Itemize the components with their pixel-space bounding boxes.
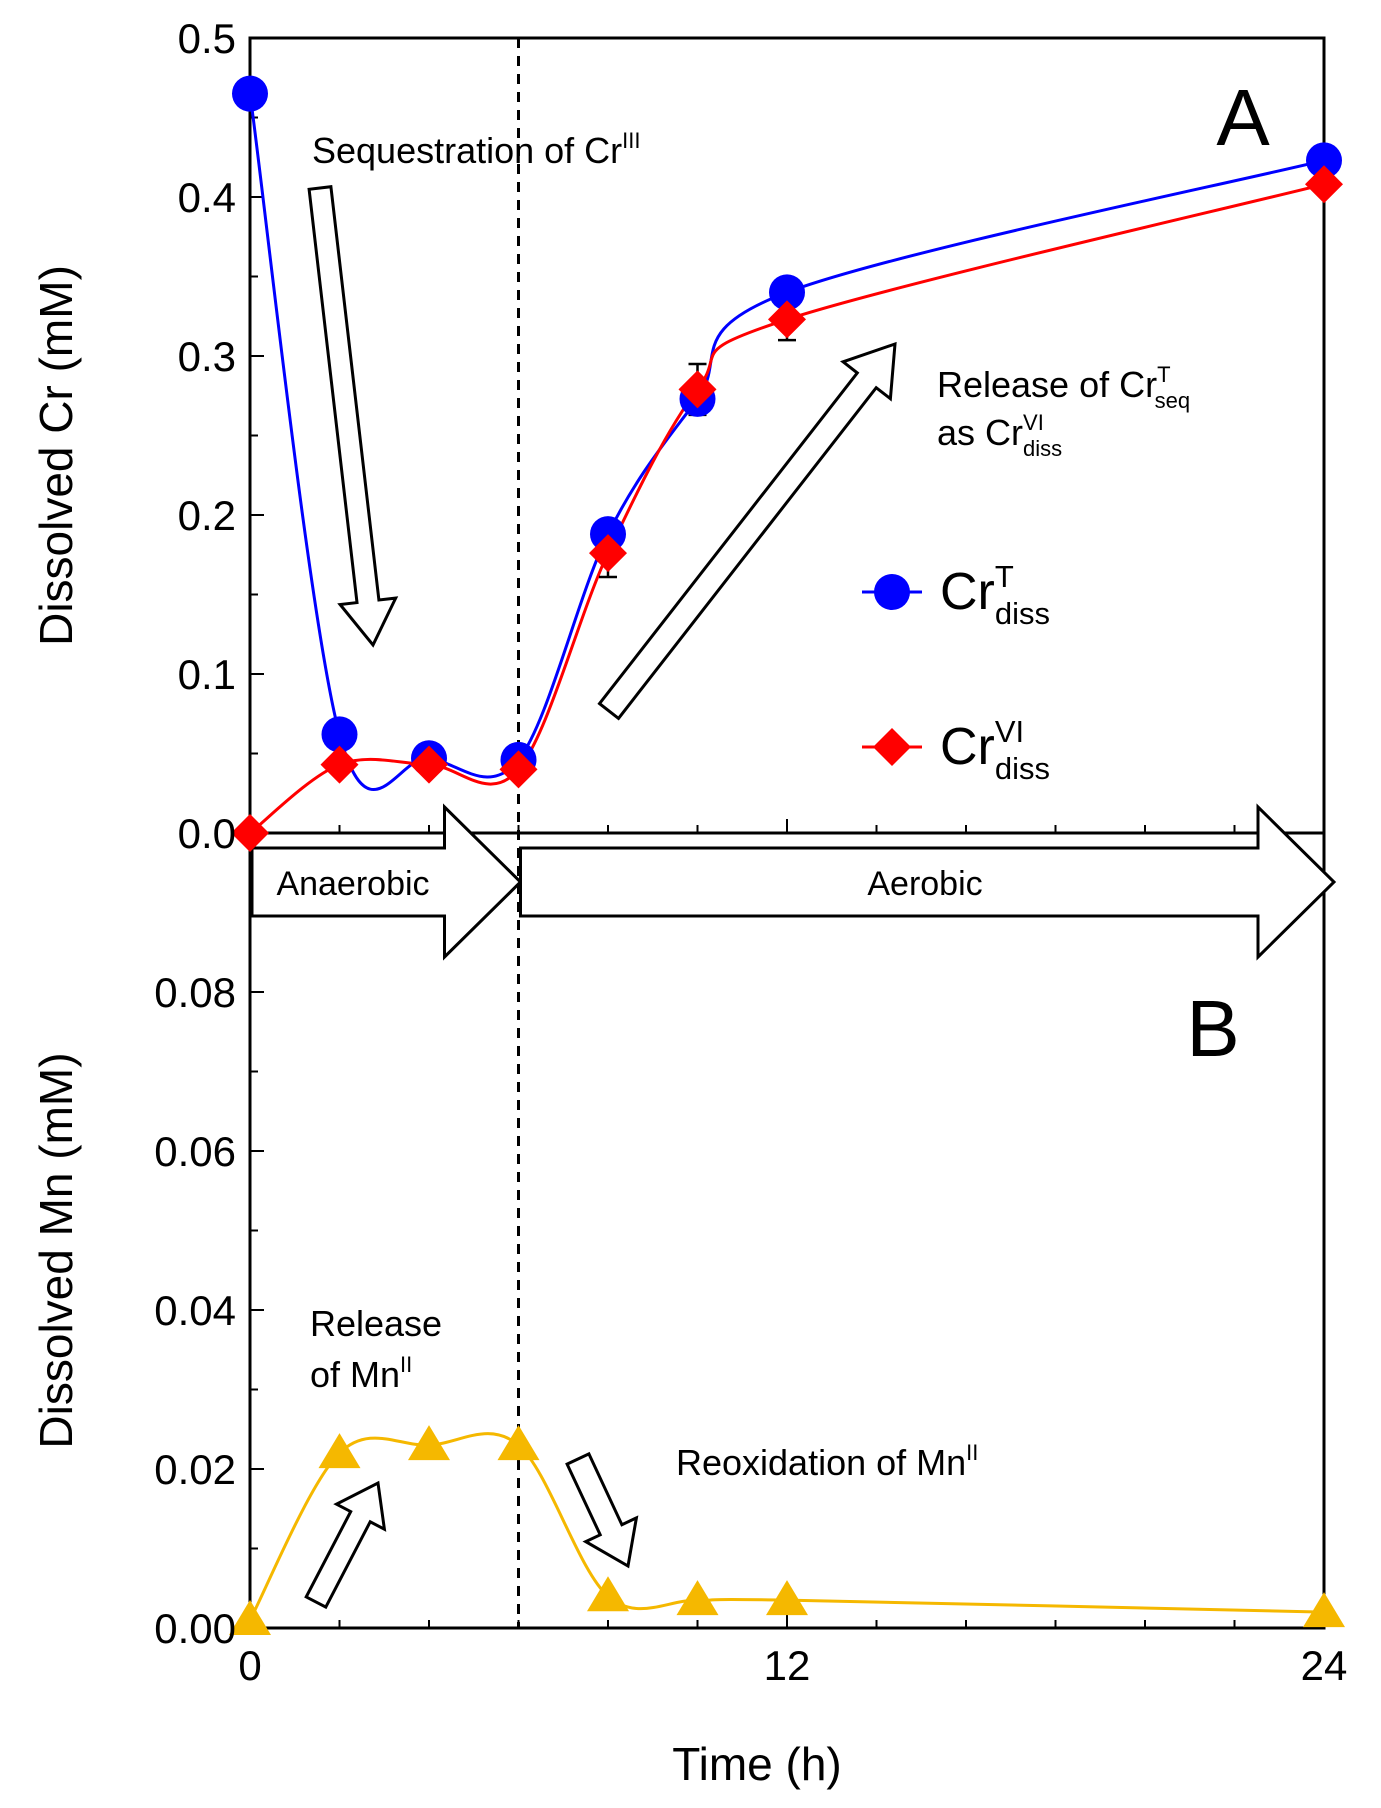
series-line-CrT_diss: [248, 93, 1325, 792]
legend-label-CrVI_diss: CrVI diss: [940, 714, 1050, 786]
mn-point: [676, 1580, 719, 1616]
x-tick-label: 12: [764, 1642, 811, 1689]
panel-b-y-tick-label: 0.00: [154, 1605, 236, 1652]
reoxidation-arrow: [565, 1451, 639, 1569]
release-mn-label-line2: of MnII: [310, 1352, 412, 1395]
release-cr-label-line1: Release of CrT seq: [937, 362, 1190, 413]
crt-point: [769, 274, 805, 311]
sequestration-arrow: [307, 185, 399, 648]
x-tick-label: 0: [238, 1642, 261, 1689]
panel-b-y-tick-label: 0.02: [154, 1446, 236, 1493]
panel-b-frame: [248, 831, 1326, 1630]
crvi-point: [589, 534, 627, 573]
panel-b-y-tick-label: 0.06: [154, 1128, 236, 1175]
panel-b-letter: B: [1186, 984, 1239, 1073]
panel-a-y-axis-title: Dissolved Cr (mM): [30, 265, 82, 646]
release-cr-arrow: [597, 341, 897, 721]
release-cr-label-line2: as CrVI diss: [937, 410, 1062, 461]
legend-label-CrT_diss: CrT diss: [940, 559, 1050, 631]
legend-marker-CrVI_diss: [873, 728, 911, 766]
x-tick-label: 24: [1301, 1642, 1348, 1689]
mn-point: [408, 1425, 450, 1461]
crvi-point: [320, 745, 359, 784]
mn-point: [766, 1580, 808, 1616]
crvi-point: [499, 750, 538, 789]
panel-b-y-tick-label: 0.04: [154, 1287, 236, 1334]
anaerobic-label: Anaerobic: [276, 865, 429, 903]
panel-a-y-tick-label: 0.5: [178, 15, 236, 62]
mn-point: [318, 1433, 361, 1469]
mn-point: [587, 1576, 629, 1612]
sequestration-label: Sequestration of CrIII: [312, 128, 641, 171]
release-mn-arrow: [304, 1480, 387, 1610]
aerobic-phase-arrow: [519, 803, 1337, 961]
panel-a-y-tick-label: 0.4: [178, 174, 236, 221]
release-mn-label-line1: Release: [310, 1303, 442, 1344]
x-axis-title: Time (h): [672, 1738, 842, 1790]
mn-point: [497, 1425, 540, 1461]
crt-point: [232, 75, 268, 112]
anaerobic-phase-arrow: [250, 803, 523, 961]
crt-point: [1306, 142, 1342, 179]
crvi-point: [231, 814, 269, 852]
crt-point: [321, 716, 358, 753]
panel-b-y-axis-title: Dissolved Mn (mM): [30, 1052, 82, 1448]
panel-a-y-tick-label: 0.0: [178, 810, 236, 857]
crvi-point: [678, 370, 717, 409]
panel-a-y-tick-label: 0.2: [178, 492, 236, 539]
reoxidation-label: Reoxidation of MnII: [676, 1440, 978, 1483]
crvi-point: [1305, 165, 1343, 204]
legend-marker-CrT_diss: [874, 574, 910, 610]
crvi-point: [768, 300, 806, 339]
panel-a-letter: A: [1216, 73, 1270, 162]
panel-a-y-tick-label: 0.3: [178, 333, 236, 380]
aerobic-label: Aerobic: [867, 865, 982, 903]
mn-point: [229, 1600, 271, 1636]
panel-b-y-tick-label: 0.08: [154, 969, 236, 1016]
mn-point: [1303, 1592, 1345, 1628]
crt-point: [590, 516, 626, 553]
crvi-point: [410, 745, 448, 784]
panel-a-y-tick-label: 0.1: [178, 651, 236, 698]
